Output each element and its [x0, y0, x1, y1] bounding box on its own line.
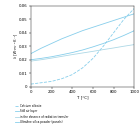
X-axis label: T [°C]: T [°C]	[77, 95, 88, 99]
Y-axis label: λ [W·m⁻¹·K⁻¹]: λ [W·m⁻¹·K⁻¹]	[13, 34, 18, 58]
Legend: Calcium silicate, Still air layer, in the absence of radiation transfer, Ultrafi: Calcium silicate, Still air layer, in th…	[14, 103, 69, 125]
